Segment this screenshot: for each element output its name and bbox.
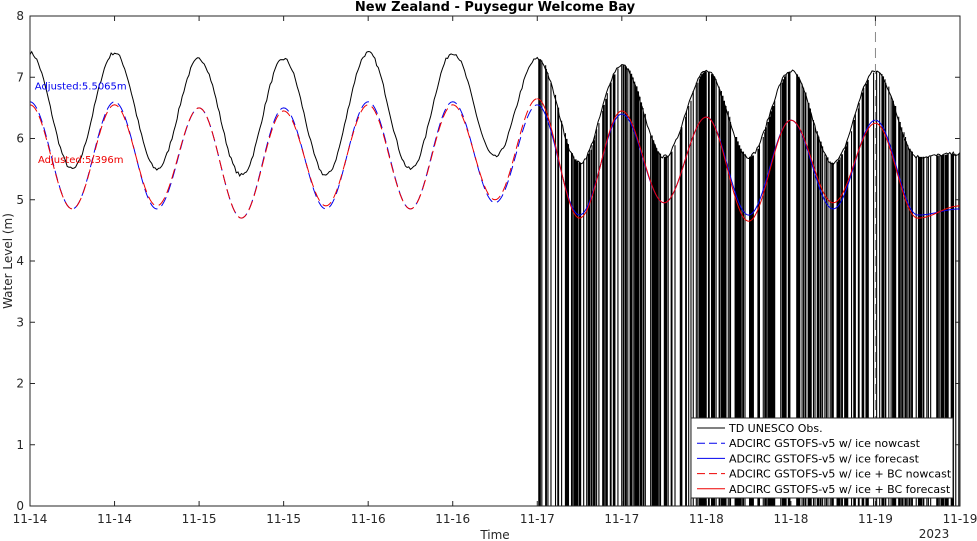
y-tick-label: 1 — [16, 438, 24, 452]
x-tick-label: 11-18 — [773, 512, 808, 526]
y-tick-label: 2 — [16, 377, 24, 391]
annotation-adjusted: Adjusted:5.396m — [38, 155, 124, 166]
y-axis-label: Water Level (m) — [1, 213, 15, 309]
y-tick-label: 0 — [16, 499, 24, 513]
legend-entry: ADCIRC GSTOFS-v5 w/ ice + BC nowcast — [729, 468, 952, 481]
x-tick-label: 11-15 — [182, 512, 217, 526]
series-adcirc-gstofs-v5-w-ice-nowcast — [29, 101, 538, 219]
year-label: 2023 — [919, 527, 950, 541]
series-td-unesco-obs — [29, 50, 961, 506]
legend-entry: TD UNESCO Obs. — [728, 422, 823, 435]
x-tick-label: 11-14 — [97, 512, 132, 526]
x-tick-label: 11-17 — [604, 512, 639, 526]
x-tick-label: 11-14 — [13, 512, 48, 526]
obs-spikes-path — [538, 58, 960, 506]
series-line — [537, 98, 961, 222]
x-tick-label: 11-18 — [689, 512, 724, 526]
x-tick-label: 11-16 — [351, 512, 386, 526]
y-tick-label: 4 — [16, 254, 24, 268]
series-line — [29, 101, 538, 219]
obs-noise-spikes — [538, 58, 960, 506]
x-tick-label: 11-17 — [520, 512, 555, 526]
y-tick-label: 8 — [16, 9, 24, 23]
annotation-adjusted: Adjusted:5.5065m — [35, 82, 127, 93]
x-axis-label: Time — [479, 528, 509, 541]
series-adcirc-gstofs-v5-w-ice-bc-forecast — [537, 98, 961, 222]
y-tick-label: 7 — [16, 70, 24, 84]
series-line — [29, 98, 538, 219]
legend-entry: ADCIRC GSTOFS-v5 w/ ice nowcast — [729, 437, 921, 450]
y-tick-label: 5 — [16, 193, 24, 207]
y-tick-label: 3 — [16, 315, 24, 329]
y-tick-label: 6 — [16, 132, 24, 146]
legend-box — [690, 417, 954, 499]
x-tick-label: 11-19 — [943, 512, 977, 526]
legend-entry: ADCIRC GSTOFS-v5 w/ ice + BC forecast — [729, 483, 951, 496]
x-tick-label: 11-19 — [858, 512, 893, 526]
x-tick-label: 11-15 — [266, 512, 301, 526]
x-tick-label: 11-16 — [435, 512, 470, 526]
legend-entry: ADCIRC GSTOFS-v5 w/ ice forecast — [729, 452, 920, 465]
chart-title: New Zealand - Puysegur Welcome Bay — [355, 0, 636, 15]
series-adcirc-gstofs-v5-w-ice-bc-nowcast — [29, 98, 538, 219]
